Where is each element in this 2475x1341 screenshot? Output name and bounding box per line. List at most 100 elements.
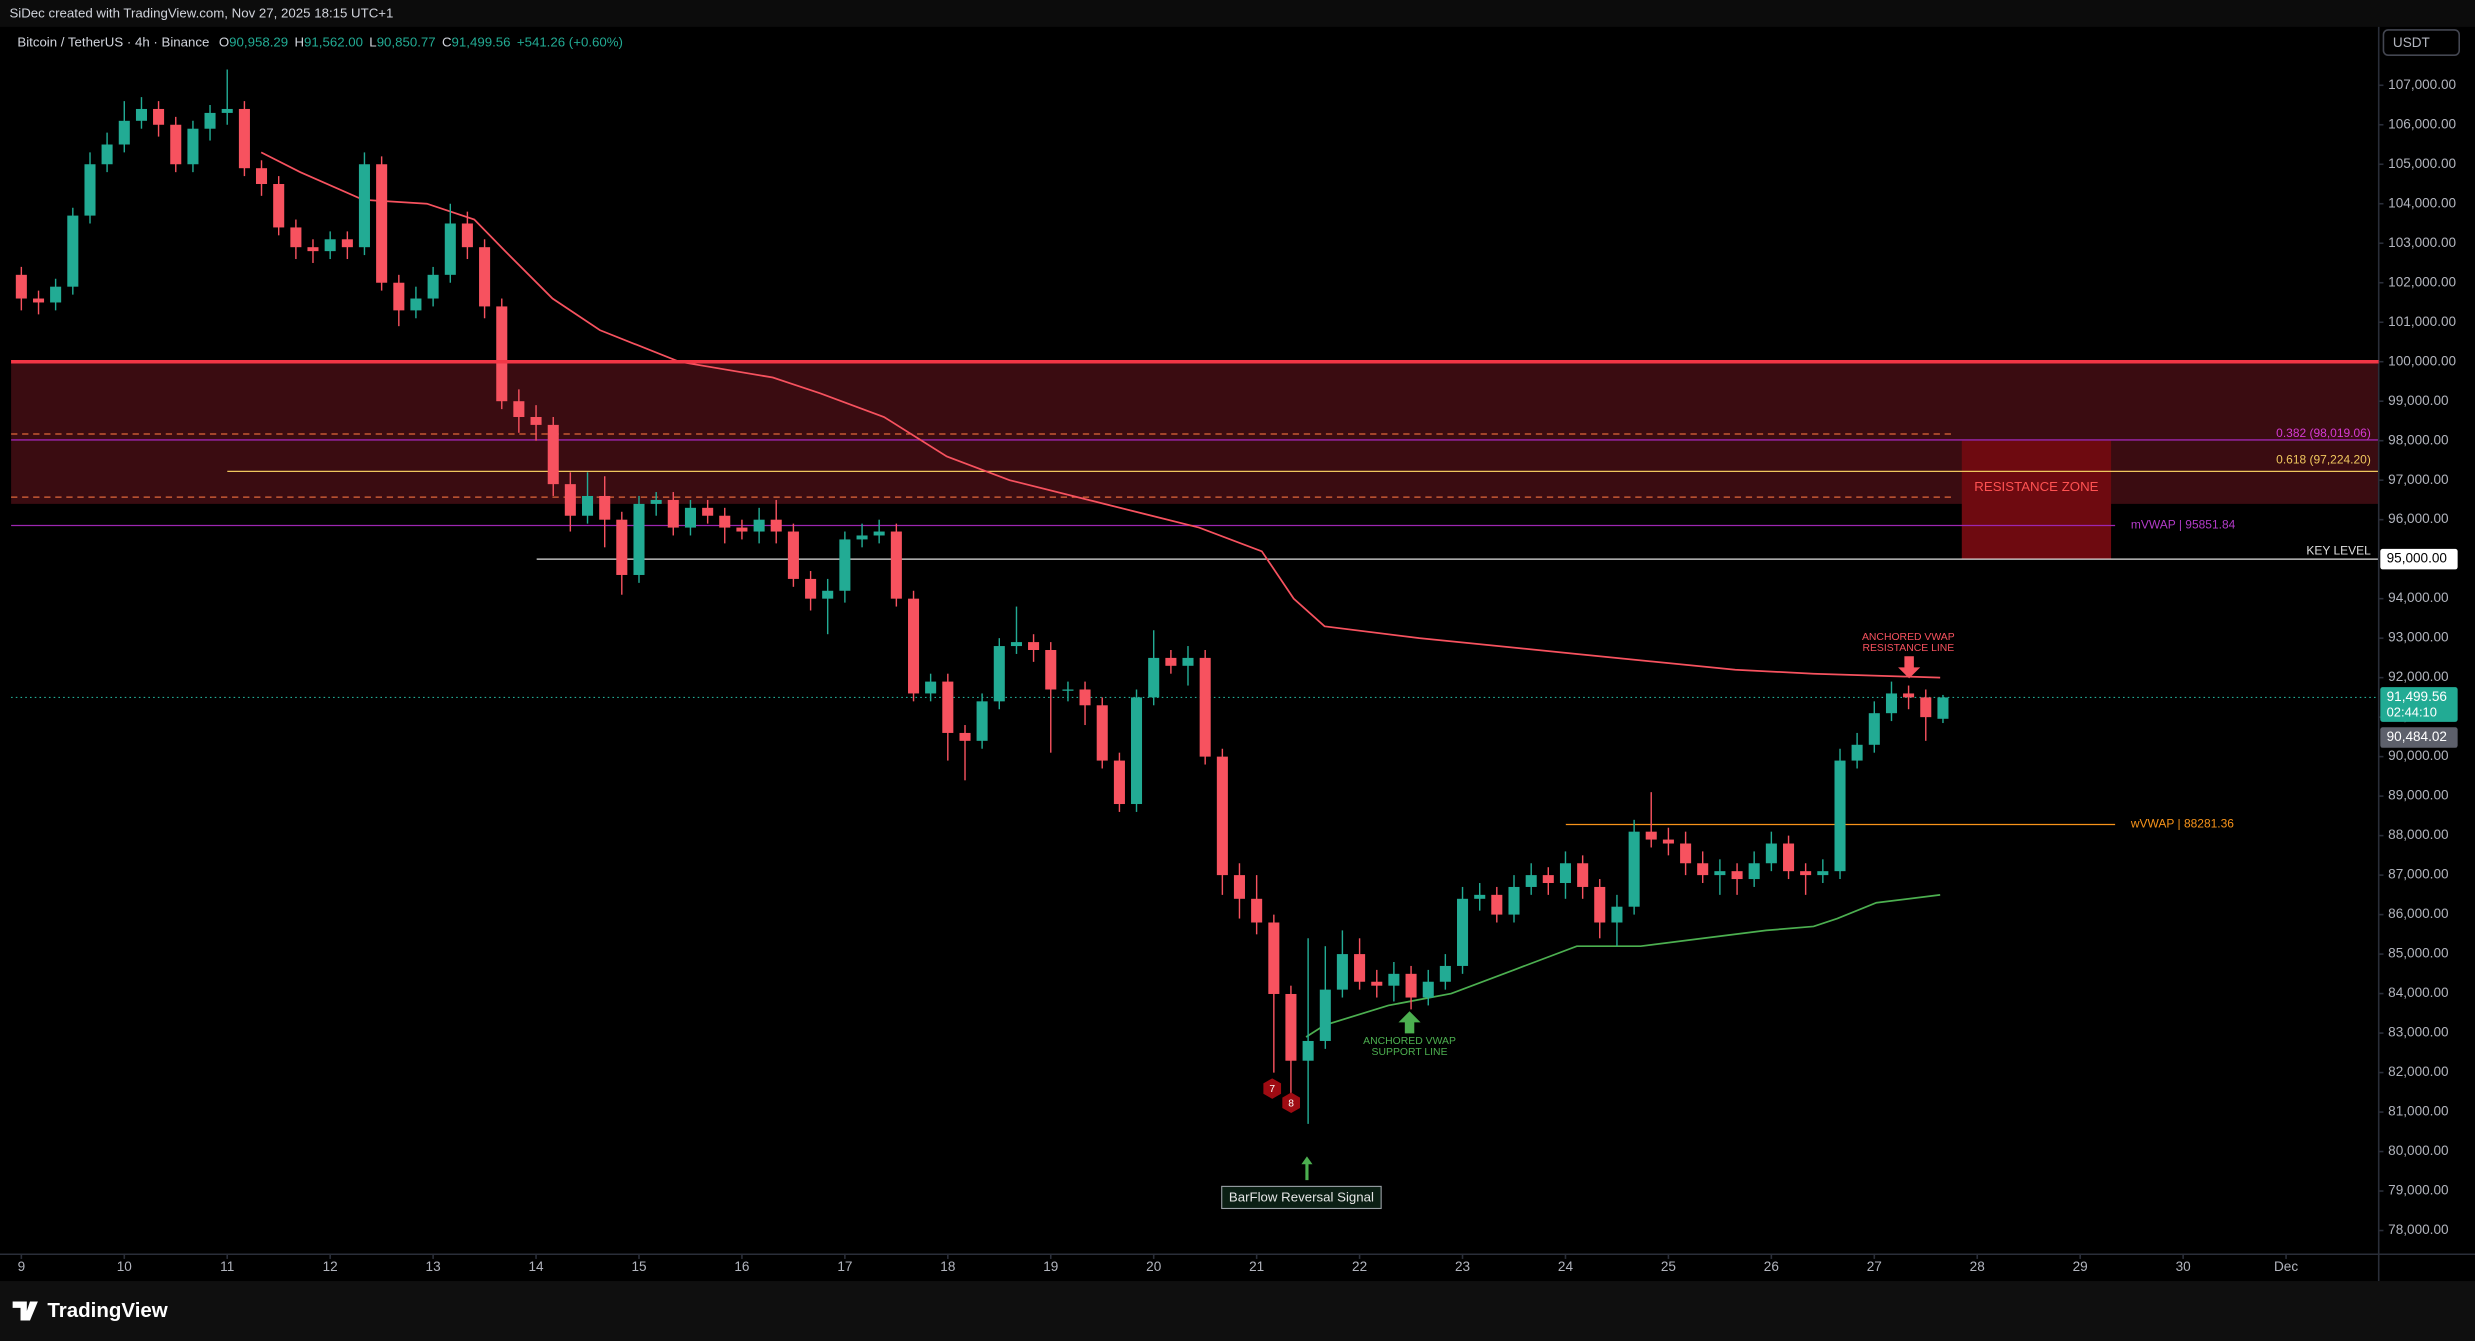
x-tick-label: 11 [220, 1259, 234, 1274]
candle-body [822, 590, 834, 599]
candle-body [461, 223, 473, 248]
candle-body [753, 519, 765, 532]
candle-body [135, 108, 148, 121]
candle-body [633, 503, 645, 575]
indicator-line [260, 151, 1941, 679]
signal-text: BarFlow Reversal Signal [1229, 1190, 1374, 1205]
y-tick-label: 89,000.00 [2388, 788, 2449, 803]
candle-body [839, 539, 851, 591]
x-tick-label: 21 [1249, 1259, 1264, 1274]
y-tick-label: 107,000.00 [2388, 77, 2456, 92]
signal-label: 8 [1288, 1098, 1294, 1109]
x-tick-label: 23 [1455, 1259, 1470, 1274]
candle-body [1302, 1040, 1314, 1061]
legend-key: L [369, 34, 376, 49]
legend-value: 91,499.56 [452, 34, 511, 49]
candle-body [1251, 898, 1263, 923]
symbol: Bitcoin / TetherUS · 4h · Binance [17, 34, 209, 49]
legend-key: C [442, 34, 452, 49]
y-tick-label: 101,000.00 [2388, 314, 2456, 329]
candle-body [1868, 713, 1880, 745]
candle-body [770, 519, 782, 532]
candle-body [1474, 894, 1486, 899]
candle-body [736, 527, 748, 532]
candle-body [1165, 657, 1177, 666]
y-tick-label: 85,000.00 [2388, 946, 2449, 961]
candle-body [1662, 839, 1674, 844]
zone [1961, 440, 2112, 560]
currency-button[interactable] [2382, 29, 2461, 57]
candle-body [1354, 954, 1366, 982]
legend-key: O [219, 34, 229, 49]
y-tick-label: 82,000.00 [2388, 1064, 2449, 1079]
level-label: 0.382 (98,019.06) [2276, 426, 2371, 440]
signal-marker [1263, 1078, 1282, 1099]
x-tick-label: 29 [2073, 1259, 2088, 1274]
candle-body [1937, 697, 1949, 719]
candle-body [273, 183, 285, 228]
level-label: KEY LEVEL [2306, 543, 2371, 557]
annotation-text: ANCHORED VWAP [1862, 632, 1955, 643]
candle-body [1285, 993, 1297, 1061]
candle-body [444, 223, 456, 275]
level-label: wVWAP | 88281.36 [2130, 817, 2234, 831]
candle-body [599, 495, 611, 520]
y-tick-label: 87,000.00 [2388, 867, 2449, 882]
y-tick-label: 88,000.00 [2388, 827, 2449, 842]
candle-body [1697, 863, 1709, 876]
x-tick-label: Dec [2274, 1259, 2298, 1274]
candle-body [341, 239, 353, 248]
price-label: 95,000.00 [2387, 551, 2448, 566]
legend-value: 91,562.00 [304, 34, 363, 49]
candle-body [1903, 693, 1915, 698]
candle-body [873, 531, 885, 536]
candle-body [1577, 863, 1589, 887]
candle-body [496, 306, 508, 402]
candle-body [1920, 697, 1932, 718]
candle-body [84, 164, 96, 216]
legend-value: 90,850.77 [377, 34, 436, 49]
currency: USDT [2393, 35, 2430, 50]
candle-body [1319, 989, 1331, 1041]
candle-body [101, 144, 113, 165]
candle-body [1233, 875, 1245, 899]
candle-body [1748, 863, 1760, 880]
y-tick-label: 94,000.00 [2388, 590, 2449, 605]
signal-arrow [1301, 1156, 1313, 1181]
candle-body [1594, 886, 1606, 923]
candle-body [1148, 657, 1160, 698]
candle-body [1199, 657, 1211, 757]
y-tick-label: 99,000.00 [2388, 393, 2449, 408]
candle-body [890, 531, 902, 599]
y-tick-label: 90,000.00 [2388, 748, 2449, 763]
y-tick-label: 86,000.00 [2388, 906, 2449, 921]
symbol-legend: Bitcoin / TetherUS · 4h · Binance O90,958… [17, 34, 623, 49]
x-tick-label: 20 [1146, 1259, 1162, 1274]
x-tick-label: 14 [529, 1259, 545, 1274]
x-tick-label: 10 [117, 1259, 133, 1274]
candle-body [993, 646, 1005, 702]
candle-body [1731, 871, 1743, 880]
candle-body [1422, 981, 1434, 998]
x-tick-label: 28 [1970, 1259, 1985, 1274]
annotation-arrow [1898, 656, 1921, 679]
candle-body [1817, 871, 1829, 876]
candle-body [616, 519, 628, 575]
candle-body [479, 247, 491, 307]
candle-body [581, 495, 594, 516]
candle-body [324, 239, 336, 252]
candle-body [1834, 760, 1846, 872]
candle-body [1130, 697, 1143, 805]
level-label: mVWAP | 95851.84 [2131, 518, 2236, 532]
x-tick-label: 17 [837, 1259, 852, 1274]
candle-body [1405, 973, 1417, 998]
y-tick-label: 97,000.00 [2388, 472, 2449, 487]
candle-body [1783, 843, 1795, 872]
candle-body [1800, 871, 1812, 876]
y-tick-label: 78,000.00 [2388, 1222, 2449, 1237]
candle-body [1491, 894, 1503, 915]
y-tick-label: 93,000.00 [2388, 630, 2449, 645]
x-tick-label: 19 [1043, 1259, 1058, 1274]
y-tick-label: 98,000.00 [2388, 432, 2449, 447]
candle-body [376, 164, 388, 283]
